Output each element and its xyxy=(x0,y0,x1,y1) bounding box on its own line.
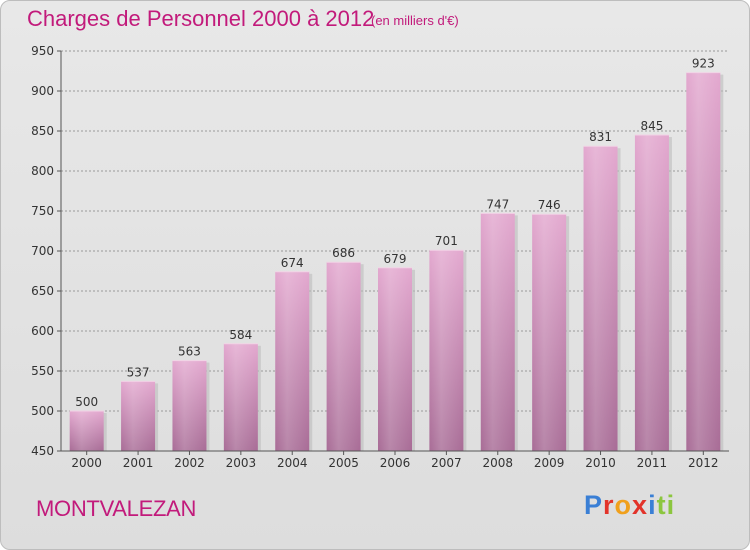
x-tick-label: 2008 xyxy=(482,456,513,470)
brand-letter: P xyxy=(584,490,604,520)
bar-highlight xyxy=(480,213,515,451)
data-label: 923 xyxy=(692,57,715,71)
data-label: 584 xyxy=(229,328,252,342)
y-tick-label: 450 xyxy=(31,444,54,458)
y-tick-label: 700 xyxy=(31,244,54,258)
bar-highlight xyxy=(326,262,361,451)
x-tick-label: 2012 xyxy=(688,456,719,470)
x-tick-label: 2005 xyxy=(328,456,359,470)
bar-highlight xyxy=(686,72,721,451)
bars xyxy=(69,72,724,451)
y-tick-label: 550 xyxy=(31,364,54,378)
data-label: 747 xyxy=(486,197,509,211)
y-tick-label: 900 xyxy=(31,84,54,98)
bar-highlight xyxy=(223,343,258,451)
bar-highlight xyxy=(275,271,310,451)
x-tick-label: 2007 xyxy=(431,456,462,470)
bar-highlight xyxy=(532,214,567,451)
brand-letter: r xyxy=(603,490,615,520)
data-label: 746 xyxy=(538,198,561,212)
y-tick-label: 800 xyxy=(31,164,54,178)
bar-highlight xyxy=(121,381,156,451)
y-tick-label: 500 xyxy=(31,404,54,418)
y-tick-label: 600 xyxy=(31,324,54,338)
y-tick-label: 750 xyxy=(31,204,54,218)
bar-highlight xyxy=(429,250,464,451)
x-tick-label: 2002 xyxy=(174,456,205,470)
bar-highlight xyxy=(583,146,618,451)
x-tick-label: 2000 xyxy=(71,456,102,470)
data-label: 674 xyxy=(281,256,304,270)
data-label: 686 xyxy=(332,246,355,260)
x-tick-label: 2009 xyxy=(534,456,565,470)
x-tick-label: 2001 xyxy=(123,456,154,470)
x-tick-label: 2010 xyxy=(585,456,616,470)
chart-title: Charges de Personnel 2000 à 2012 xyxy=(27,6,375,31)
data-label: 500 xyxy=(75,395,98,409)
x-tick-label: 2004 xyxy=(277,456,308,470)
brand-letter: i xyxy=(666,490,676,520)
data-label: 831 xyxy=(589,130,612,144)
x-tick-label: 2003 xyxy=(226,456,257,470)
data-label: 563 xyxy=(178,345,201,359)
labels: 450 500 550 600 650 700 750 800 850 900 950 500 2000… xyxy=(31,44,718,470)
bar-highlight xyxy=(69,411,104,451)
x-tick-label: 2006 xyxy=(380,456,411,470)
data-label: 845 xyxy=(640,119,663,133)
data-label: 537 xyxy=(127,365,150,379)
y-tick-label: 850 xyxy=(31,124,54,138)
data-label: 679 xyxy=(384,252,407,266)
brand-logo[interactable]: Proxiti xyxy=(584,490,675,521)
x-tick-label: 2011 xyxy=(637,456,668,470)
brand-letter: x xyxy=(632,490,649,520)
place-name: MONTVALEZAN xyxy=(36,496,197,521)
bar-highlight xyxy=(172,360,207,451)
bar-highlight xyxy=(634,135,669,451)
bar-highlight xyxy=(378,267,412,451)
axes xyxy=(57,50,729,455)
brand-letter: t xyxy=(656,490,667,520)
chart-subtitle: (en milliers d'€) xyxy=(371,13,459,28)
data-label: 701 xyxy=(435,234,458,248)
y-tick-label: 950 xyxy=(31,44,54,58)
y-tick-label: 650 xyxy=(31,284,54,298)
brand-letter: i xyxy=(648,490,657,520)
brand-letter: o xyxy=(614,490,633,520)
